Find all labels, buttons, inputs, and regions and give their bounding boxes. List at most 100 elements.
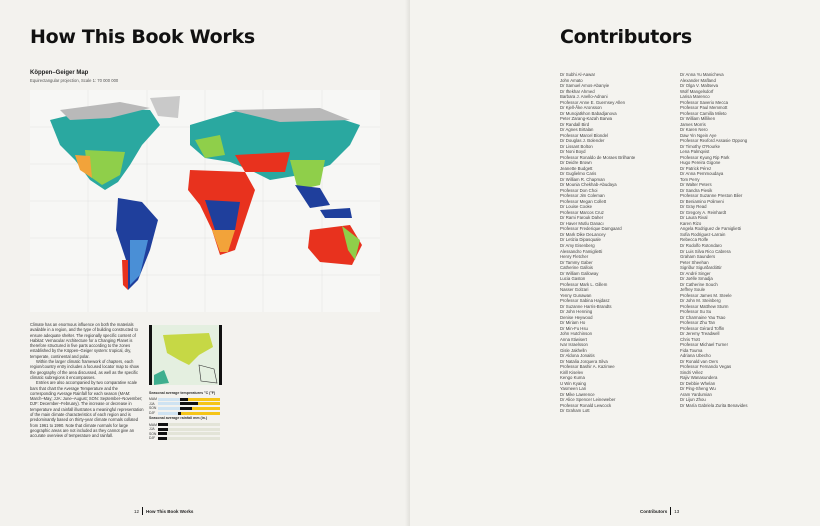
contributor-name: Fida Touma <box>680 347 703 353</box>
contributor-name: Professor Don Choi <box>560 187 598 193</box>
contributor-name: Rebecca Rolfe <box>680 237 709 243</box>
contributor-name: Dr Sandra Piesik <box>680 187 713 193</box>
contributor-name: Dr Min-Fu Hsu <box>560 325 588 331</box>
climate-legend: Seasonal average temperatures °C (°F) MA… <box>149 390 224 441</box>
contributor-name: Professor Michael Turner <box>680 342 728 348</box>
contributor-name: Dr Gregory A. Reinhardt <box>680 209 727 215</box>
contributor-name: Professor Bashir A. Kazimee <box>560 364 615 370</box>
contributor-name: Sofia Rodriguez-Larrain <box>680 231 726 237</box>
contributor-name: Dr Munojatkhon Babadjanova <box>560 110 617 116</box>
contributor-name: Aram Yardumian <box>680 391 712 397</box>
temperature-legend-title: Seasonal average temperatures °C (°F) <box>149 391 216 395</box>
contributor-name: Dr Mike Lawrence <box>560 391 595 397</box>
contributor-name: Professor Paul Memmott <box>680 105 728 111</box>
contributor-name: Dr Miriam Ho <box>560 320 586 326</box>
contributor-name: John Amato <box>560 77 583 83</box>
contributor-name: Sigriður Sigurðardóttir <box>680 265 722 271</box>
contributor-name: Dr Laura Rival <box>680 215 708 221</box>
divider <box>670 507 672 515</box>
contributor-name: Dr Subhi Al-Aawar <box>560 72 596 77</box>
contributor-name: Dr William Galloway <box>560 270 599 276</box>
section-name: Contributors <box>640 508 668 514</box>
contributor-name: Professor Su Su <box>680 309 712 315</box>
contributor-name: James Morris <box>680 121 706 127</box>
contributor-name: Catherine Gallois <box>560 265 593 271</box>
contributor-name: Professor Marcel Blondel <box>560 132 609 138</box>
contributor-name: Larisa Marenco <box>680 94 710 100</box>
contributor-name: Professor Fernando Vegas <box>680 364 732 370</box>
map-subtitle: Equirectangular projection, Scale 1: 70 … <box>30 78 119 83</box>
contributor-name: Professor Mark L. Gillem <box>560 281 608 287</box>
contributor-name: Dr Jeremy Treadwell <box>680 331 720 337</box>
contributor-name: Dr André Singer <box>680 270 711 276</box>
contributor-name: Sindri Vélez <box>680 369 703 375</box>
contributor-name: Dr Louise Cooke <box>560 204 593 210</box>
contributor-name: Henry Fletcher <box>560 254 589 260</box>
koppen-geiger-world-map <box>30 90 380 312</box>
contributor-name: Alessandro Famiglietti <box>560 248 603 254</box>
contributor-name: Dr John M. Steinberg <box>680 298 721 304</box>
contributor-name: Dr Suzanne Harris-Brandts <box>560 303 612 309</box>
contributor-name: Dr Iftekhar Ahmed <box>560 88 595 94</box>
contributor-name: Adriana Ubecho <box>680 353 711 359</box>
body-paragraph: Within the larger climatic framework of … <box>30 359 139 380</box>
contributors-column-1: Dr Subhi Al-Aawar John Amato Dr Samuel Amo… <box>560 72 635 414</box>
contributor-name: Peter Zarang-Kazah Barwa <box>560 116 613 122</box>
contributor-name: Dr Lijun Zhou <box>680 397 706 403</box>
contributor-name: Dr Catherine Souch <box>680 281 718 287</box>
page-number: 13 <box>674 508 680 514</box>
map-title: Köppen–Geiger Map <box>30 70 89 76</box>
contributor-name: Wolf Mangelsdorf <box>680 88 714 94</box>
contributor-name: Tom Perry <box>680 176 700 182</box>
contributor-name: Barbara J. Anello-Adnani <box>560 94 608 100</box>
contributor-name: Anna Ittiwisert <box>560 336 587 342</box>
temp-row: JJA <box>149 402 224 407</box>
contributor-name: Dr Haver Mutlu Danacı <box>560 220 604 226</box>
contributor-name: Dr Amy Eisenberg <box>560 242 595 248</box>
contributor-name: Daw Yin Ngein Aye <box>680 132 717 138</box>
contributor-name: Dr Walter Peters <box>680 182 712 188</box>
contributor-name: Professor Zhu Tan <box>680 320 716 326</box>
contributor-name: Dr Rodolfo Rotondaro <box>680 242 722 248</box>
contributor-name: Dr Randall Bird <box>560 121 590 127</box>
contributor-name: Dr Debbie Whelan <box>680 380 716 386</box>
contributor-name: Dr Agnes Birtalan <box>560 127 594 133</box>
contributor-name: Dr Ronald van Oers <box>680 358 718 364</box>
left-page: How This Book Works Köppen–Geiger Map Eq… <box>30 26 380 515</box>
contributor-name: Professor Matthew Sturm <box>680 303 729 309</box>
contributor-name: Dr Deidre Brown <box>560 160 592 166</box>
contributor-name: Professor Saverio Mecca <box>680 99 729 105</box>
contributor-name: Ivar Israelsson <box>560 342 588 348</box>
contributor-name: Professor Rexford Assasie Oppong <box>680 138 748 144</box>
contributor-name: Dr Tammy Gaber <box>560 259 593 265</box>
contributor-name: Dr Mounia Chekhab-Abudaya <box>560 182 617 188</box>
contributor-name: Karen Rizo <box>680 220 702 226</box>
contributor-name: Dr Karen Nero <box>680 127 708 133</box>
contributor-name: Alexander Mafland <box>680 77 716 83</box>
contributor-name: Yenny Gunawan <box>560 292 592 298</box>
contributor-name: Dr Olga V. Maltseva <box>680 83 719 89</box>
contributor-name: Professor Marcos Cruz <box>560 209 604 215</box>
rain-row: JJA <box>149 427 224 432</box>
contributor-name: Dr Beniamino Polimeni <box>680 198 724 204</box>
contributor-name: John Hutchinson <box>560 331 593 337</box>
contributor-name: Professor Ronald Lewcock <box>560 402 612 408</box>
page-title: Contributors <box>560 26 692 48</box>
contributor-name: Dr Graham Lott <box>560 408 590 414</box>
contributor-name: Denise Heywood <box>560 314 593 320</box>
contributor-name: Professor James M. Steele <box>680 292 732 298</box>
contributor-name: Dr Lissant Bolton <box>560 143 593 149</box>
locator-map <box>149 325 222 385</box>
contributor-name: Dr Natalia Jorquera Silva <box>560 358 608 364</box>
contributor-name: Dr Charmaine Yau Tsao <box>680 314 726 320</box>
body-paragraph: Climate has an enormous influence on bot… <box>30 322 138 359</box>
contributor-name: Dr Noni Boyd <box>560 149 586 155</box>
contributors-column-2: Dr Anna Yu Manicheva Alexander Mafland Dr … <box>680 72 748 408</box>
contributor-name: Professor Megan Collett <box>560 198 607 204</box>
contributor-name: Lucia Gaston <box>560 276 586 282</box>
contributor-name: Dr Timothy O'Rourke <box>680 143 720 149</box>
contributor-name: Dr Mark Dike DeLancey <box>560 231 606 237</box>
contributor-name: Professor Sabina Hajdasz <box>560 298 610 304</box>
contributor-name: Professor Gérard Toffin <box>680 325 725 331</box>
contributor-name: Rajiv Wanasundera <box>680 375 718 381</box>
